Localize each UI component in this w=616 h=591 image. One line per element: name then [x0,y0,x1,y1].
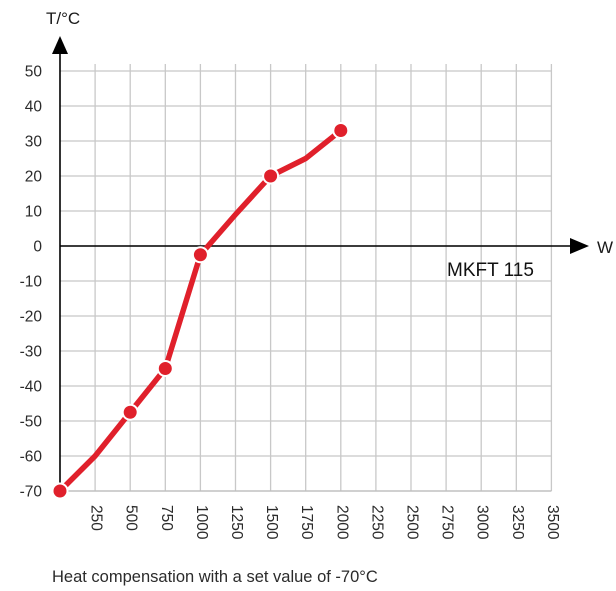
x-tick-label: 2250 [368,505,385,540]
series [51,122,350,500]
y-tick-label: 40 [25,99,43,116]
y-tick-label: -40 [20,379,43,396]
axes [52,36,589,492]
data-point [156,360,174,377]
data-point [191,246,209,264]
data-point [332,122,350,139]
tick-labels: -70 -60 -50 -40 -30 -20 -10 0 10 20 30 40 50 250 500 75… [20,64,561,540]
x-tick-label: 1250 [228,505,245,540]
x-tick-label: 1000 [193,505,210,540]
y-tick-label: -70 [20,484,43,501]
y-tick-label: -30 [20,344,43,361]
model-annotation: MKFT 115 [447,260,534,281]
x-tick-label: 2500 [404,505,421,540]
x-axis-arrow [570,238,589,254]
x-tick-label: 3000 [474,505,491,540]
x-tick-label: 750 [158,505,175,531]
y-tick-label: -20 [20,309,43,326]
y-tick-label: -60 [20,449,43,466]
data-point [121,403,139,421]
y-axis-title: T/°C [46,9,80,28]
x-tick-label: 1500 [263,505,280,540]
chart-caption: Heat compensation with a set value of -7… [52,568,378,586]
x-tick-label: 3250 [509,505,526,540]
x-tick-label: 1750 [298,505,315,540]
y-tick-label: 10 [25,204,43,221]
x-tick-label: 250 [88,505,105,531]
x-axis-title: W [597,238,613,257]
data-point [51,482,69,500]
y-tick-label: -50 [20,414,43,431]
y-tick-label: 50 [25,64,43,81]
y-tick-label: -10 [20,274,43,291]
x-tick-label: 2000 [333,505,350,540]
y-tick-label: 20 [25,169,43,186]
y-tick-label: 0 [33,239,42,256]
y-axis-arrow [52,36,68,54]
data-point [262,167,280,185]
chart: -70 -60 -50 -40 -30 -20 -10 0 10 20 30 40 50 250 500 75… [20,9,613,540]
y-tick-label: 30 [25,134,43,151]
x-tick-label: 500 [123,505,140,531]
x-tick-label: 2750 [439,505,456,540]
x-tick-label: 3500 [544,505,561,540]
